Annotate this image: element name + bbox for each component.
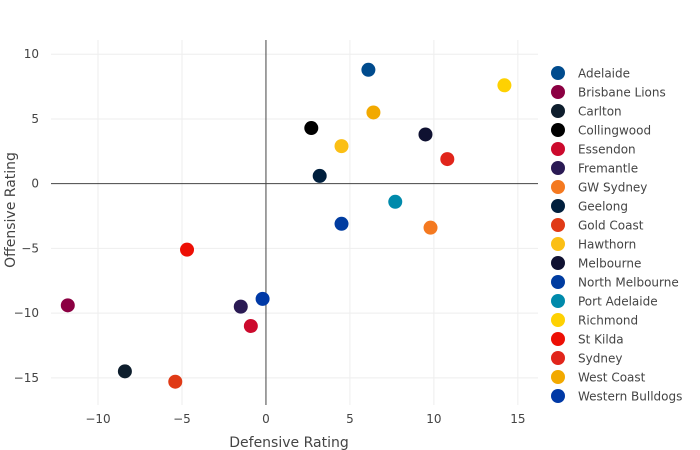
legend-item[interactable]: Port Adelaide (551, 294, 658, 309)
legend-item[interactable]: Sydney (551, 351, 622, 366)
y-tick-label: 10 (24, 47, 39, 61)
data-point[interactable] (388, 194, 403, 209)
legend-label: St Kilda (578, 333, 624, 347)
legend-marker (551, 218, 565, 232)
legend-item[interactable]: Brisbane Lions (551, 85, 666, 100)
legend-item[interactable]: GW Sydney (551, 180, 647, 195)
y-tick-label: −15 (14, 371, 39, 385)
data-point[interactable] (180, 242, 195, 257)
y-tick-label: −5 (21, 241, 39, 255)
zero-lines (51, 40, 538, 405)
data-point[interactable] (168, 374, 183, 389)
legend-marker (551, 199, 565, 213)
legend-marker (551, 351, 565, 365)
legend-item[interactable]: Gold Coast (551, 218, 644, 233)
legend-label: Collingwood (578, 124, 651, 138)
x-tick-label: 10 (426, 412, 441, 426)
data-point[interactable] (366, 105, 381, 120)
legend-marker (551, 104, 565, 118)
legend-marker (551, 332, 565, 346)
legend-label: Western Bulldogs (578, 390, 682, 404)
legend-label: North Melbourne (578, 276, 679, 290)
legend-item[interactable]: Carlton (551, 104, 622, 119)
data-point[interactable] (233, 299, 248, 314)
legend-item[interactable]: Melbourne (551, 256, 641, 271)
legend-marker (551, 142, 565, 156)
legend-label: Adelaide (578, 67, 630, 81)
legend-item[interactable]: Fremantle (551, 161, 638, 176)
legend-label: Richmond (578, 314, 638, 328)
data-point[interactable] (117, 364, 132, 379)
legend-item[interactable]: Richmond (551, 313, 638, 328)
legend[interactable]: Adelaide Brisbane Lions Carlton Collingwood… (551, 66, 682, 404)
legend-label: West Coast (578, 371, 646, 385)
legend-marker (551, 275, 565, 289)
data-points (60, 62, 512, 389)
legend-label: Brisbane Lions (578, 86, 666, 100)
x-tick-label: 15 (510, 412, 525, 426)
data-point[interactable] (304, 121, 319, 136)
legend-item[interactable]: Western Bulldogs (551, 389, 682, 404)
data-point[interactable] (334, 216, 349, 231)
legend-item[interactable]: North Melbourne (551, 275, 679, 290)
y-tick-label: 0 (31, 177, 39, 191)
legend-label: Fremantle (578, 162, 638, 176)
legend-item[interactable]: Essendon (551, 142, 636, 157)
legend-label: Hawthorn (578, 238, 636, 252)
legend-item[interactable]: West Coast (551, 370, 646, 385)
x-axis-ticks: −10 −5 0 5 10 15 (85, 412, 525, 426)
data-point[interactable] (60, 298, 75, 313)
legend-marker (551, 123, 565, 137)
data-point[interactable] (361, 62, 376, 77)
data-point[interactable] (334, 139, 349, 154)
legend-label: Sydney (578, 352, 622, 366)
legend-marker (551, 180, 565, 194)
legend-item[interactable]: Collingwood (551, 123, 651, 138)
x-axis-title: Defensive Rating (229, 435, 348, 450)
legend-label: GW Sydney (578, 181, 647, 195)
legend-marker (551, 294, 565, 308)
y-tick-label: 5 (31, 112, 39, 126)
legend-label: Melbourne (578, 257, 641, 271)
legend-marker (551, 370, 565, 384)
legend-label: Port Adelaide (578, 295, 658, 309)
data-point[interactable] (255, 291, 270, 306)
legend-item[interactable]: Hawthorn (551, 237, 636, 252)
legend-marker (551, 389, 565, 403)
grid-lines (51, 40, 538, 405)
data-point[interactable] (497, 78, 512, 93)
legend-item[interactable]: St Kilda (551, 332, 624, 347)
data-point[interactable] (423, 220, 438, 235)
legend-marker (551, 237, 565, 251)
legend-label: Geelong (578, 200, 628, 214)
x-tick-label: 0 (262, 412, 270, 426)
data-point[interactable] (243, 319, 258, 334)
data-point[interactable] (312, 168, 327, 183)
legend-label: Gold Coast (578, 219, 644, 233)
y-tick-label: −10 (14, 306, 39, 320)
legend-label: Carlton (578, 105, 622, 119)
data-point[interactable] (418, 127, 433, 142)
legend-marker (551, 66, 565, 80)
data-point[interactable] (440, 152, 455, 167)
x-tick-label: −5 (173, 412, 191, 426)
x-tick-label: −10 (85, 412, 110, 426)
legend-marker (551, 85, 565, 99)
legend-item[interactable]: Geelong (551, 199, 628, 214)
legend-label: Essendon (578, 143, 636, 157)
y-axis-ticks: −15 −10 −5 0 5 10 (14, 47, 39, 385)
y-axis-title: Offensive Rating (3, 152, 19, 268)
x-tick-label: 5 (346, 412, 354, 426)
legend-marker (551, 256, 565, 270)
legend-item[interactable]: Adelaide (551, 66, 630, 81)
legend-marker (551, 313, 565, 327)
legend-marker (551, 161, 565, 175)
